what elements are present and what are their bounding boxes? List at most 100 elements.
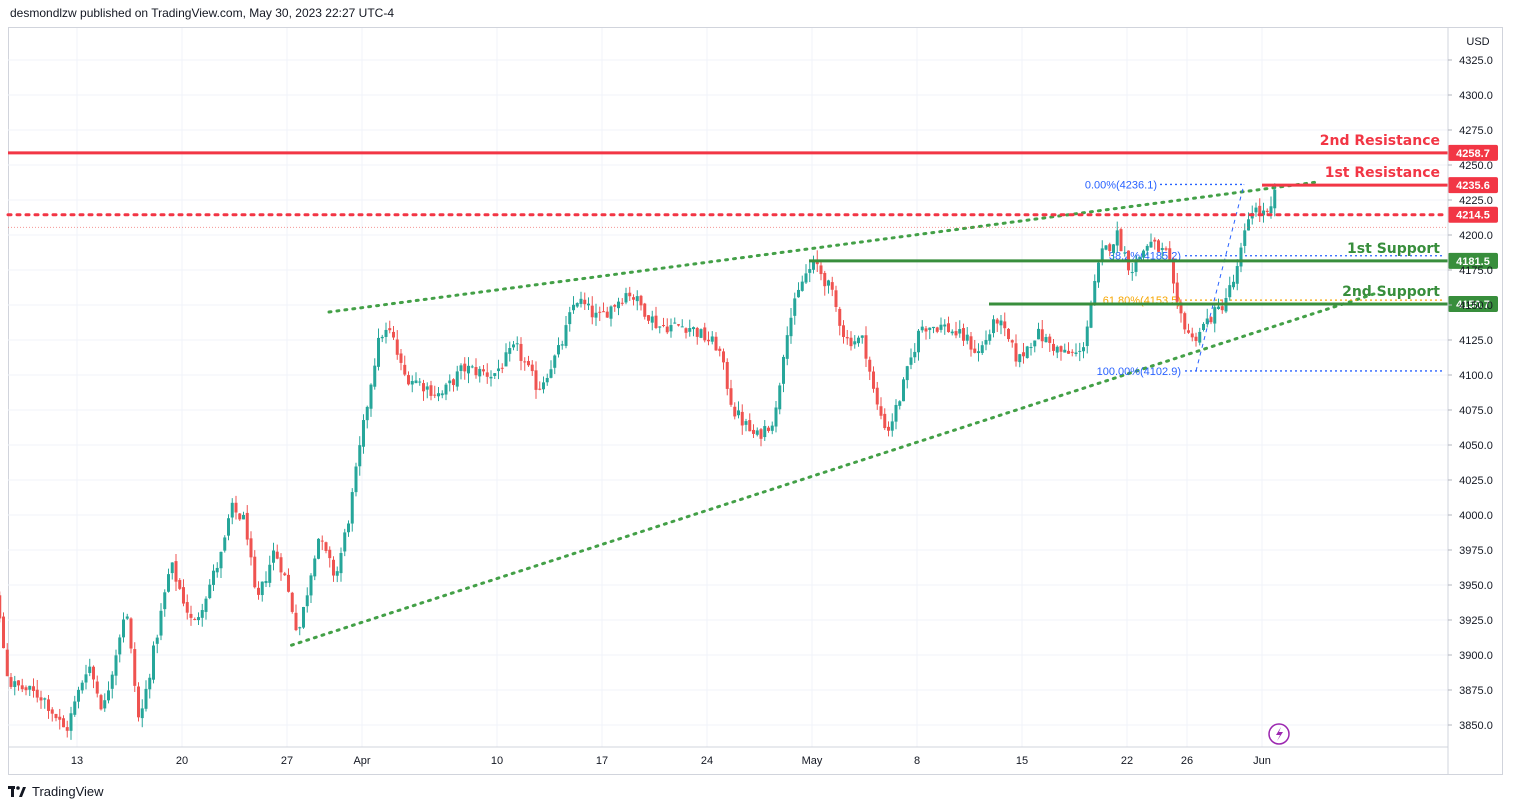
- candle-body: [1262, 210, 1265, 216]
- candle-body: [519, 343, 523, 361]
- candle-body: [797, 289, 800, 298]
- candle-body: [65, 727, 69, 731]
- candle-body: [1018, 354, 1022, 363]
- candle-body: [1265, 210, 1269, 212]
- candle-body: [362, 420, 365, 447]
- candle-body: [650, 316, 654, 323]
- candle-body: [1085, 326, 1089, 347]
- candle-body: [737, 410, 740, 416]
- candle-body: [470, 366, 474, 368]
- candle-body: [864, 335, 868, 359]
- candle-body: [399, 353, 403, 363]
- candle-body: [977, 351, 980, 354]
- candle-body: [189, 613, 193, 618]
- x-tick-label: 26: [1181, 755, 1193, 767]
- candle-body: [1239, 247, 1243, 267]
- tradingview-logo-icon: [8, 785, 26, 798]
- candle-body: [230, 502, 234, 518]
- candle-body: [549, 369, 553, 378]
- level-name-label: 1st Resistance: [1325, 165, 1440, 181]
- candle-body: [699, 329, 703, 338]
- candle-body: [722, 351, 725, 363]
- candle-body: [167, 574, 170, 592]
- candle-body: [122, 619, 125, 638]
- candle-body: [620, 302, 624, 304]
- candle-body: [1138, 256, 1142, 260]
- candle-body: [635, 296, 639, 302]
- price-tag-label: 4235.6: [1456, 180, 1490, 192]
- candle-body: [444, 384, 448, 395]
- candle-body: [617, 301, 620, 309]
- candle-body: [755, 430, 759, 435]
- candle-body: [545, 377, 549, 383]
- x-tick-label: May: [802, 755, 823, 767]
- candle-body: [778, 385, 782, 410]
- candle-body: [103, 700, 107, 709]
- candle-body: [752, 429, 755, 434]
- candle-body: [1134, 259, 1138, 272]
- x-tick-label: 13: [71, 755, 83, 767]
- x-tick-label: 17: [596, 755, 608, 767]
- candle-body: [1007, 328, 1010, 340]
- candle-body: [84, 674, 88, 683]
- candle-body: [133, 649, 137, 686]
- candle-body: [365, 406, 369, 421]
- y-tick-label: 3975.0: [1459, 545, 1493, 557]
- x-tick-label: Jun: [1253, 755, 1271, 767]
- x-tick-label: 24: [701, 755, 713, 767]
- candle-body: [339, 553, 343, 574]
- candle-body: [489, 376, 493, 379]
- candle-body: [632, 297, 635, 300]
- candle-body: [662, 325, 665, 327]
- candle-body: [962, 328, 965, 341]
- candle-body: [853, 341, 857, 345]
- candle-body: [1228, 285, 1232, 298]
- candle-body: [223, 537, 227, 551]
- candle-body: [1115, 230, 1119, 246]
- candle-body: [1269, 206, 1273, 214]
- candle-body: [1273, 189, 1277, 209]
- candle-body: [373, 365, 377, 387]
- candle-body: [1164, 248, 1168, 250]
- candle-body: [714, 336, 718, 351]
- candle-body: [317, 538, 320, 559]
- y-tick-label: 4325.0: [1459, 55, 1493, 67]
- candle-body: [1258, 205, 1262, 215]
- candle-body: [245, 512, 249, 540]
- candle-body: [1202, 323, 1205, 331]
- candle-body: [1254, 207, 1258, 213]
- candle-body: [710, 336, 714, 342]
- candle-body: [39, 697, 43, 701]
- candle-body: [932, 326, 935, 329]
- y-tick-label: 4175.0: [1459, 265, 1493, 277]
- candle-body: [898, 401, 902, 406]
- candle-body: [264, 580, 268, 584]
- price-levels: 2nd Resistance 4258.7 1st Resistance 4235.6…: [6, 133, 1498, 313]
- candle-body: [433, 394, 437, 396]
- candle-body: [155, 637, 159, 644]
- candle-body: [1100, 248, 1104, 262]
- axes: USD 3850.0 3875.0 3900.0 3925.0 3950.0 3975.0 4…: [8, 28, 1493, 775]
- candle-body: [639, 295, 643, 306]
- candle-body: [512, 344, 515, 348]
- candle-body: [110, 674, 114, 689]
- candle-body: [305, 595, 309, 607]
- candle-body: [377, 337, 380, 367]
- y-tick-label: 3850.0: [1459, 720, 1493, 732]
- candle-body: [88, 666, 92, 673]
- y-tick-label: 4100.0: [1459, 370, 1493, 382]
- candle-body: [707, 339, 710, 342]
- x-tick-label: 27: [281, 755, 293, 767]
- candle-body: [827, 280, 830, 286]
- trendline: [290, 292, 1376, 647]
- lightning-icon: [1276, 727, 1283, 741]
- candle-body: [1153, 239, 1157, 242]
- candle-body: [1003, 321, 1007, 329]
- candle-body: [1187, 330, 1190, 333]
- candle-body: [973, 348, 977, 353]
- candle-body: [984, 339, 988, 345]
- candle-body: [182, 587, 185, 604]
- chart-overlays: [1268, 723, 1290, 745]
- candle-body: [1217, 306, 1220, 310]
